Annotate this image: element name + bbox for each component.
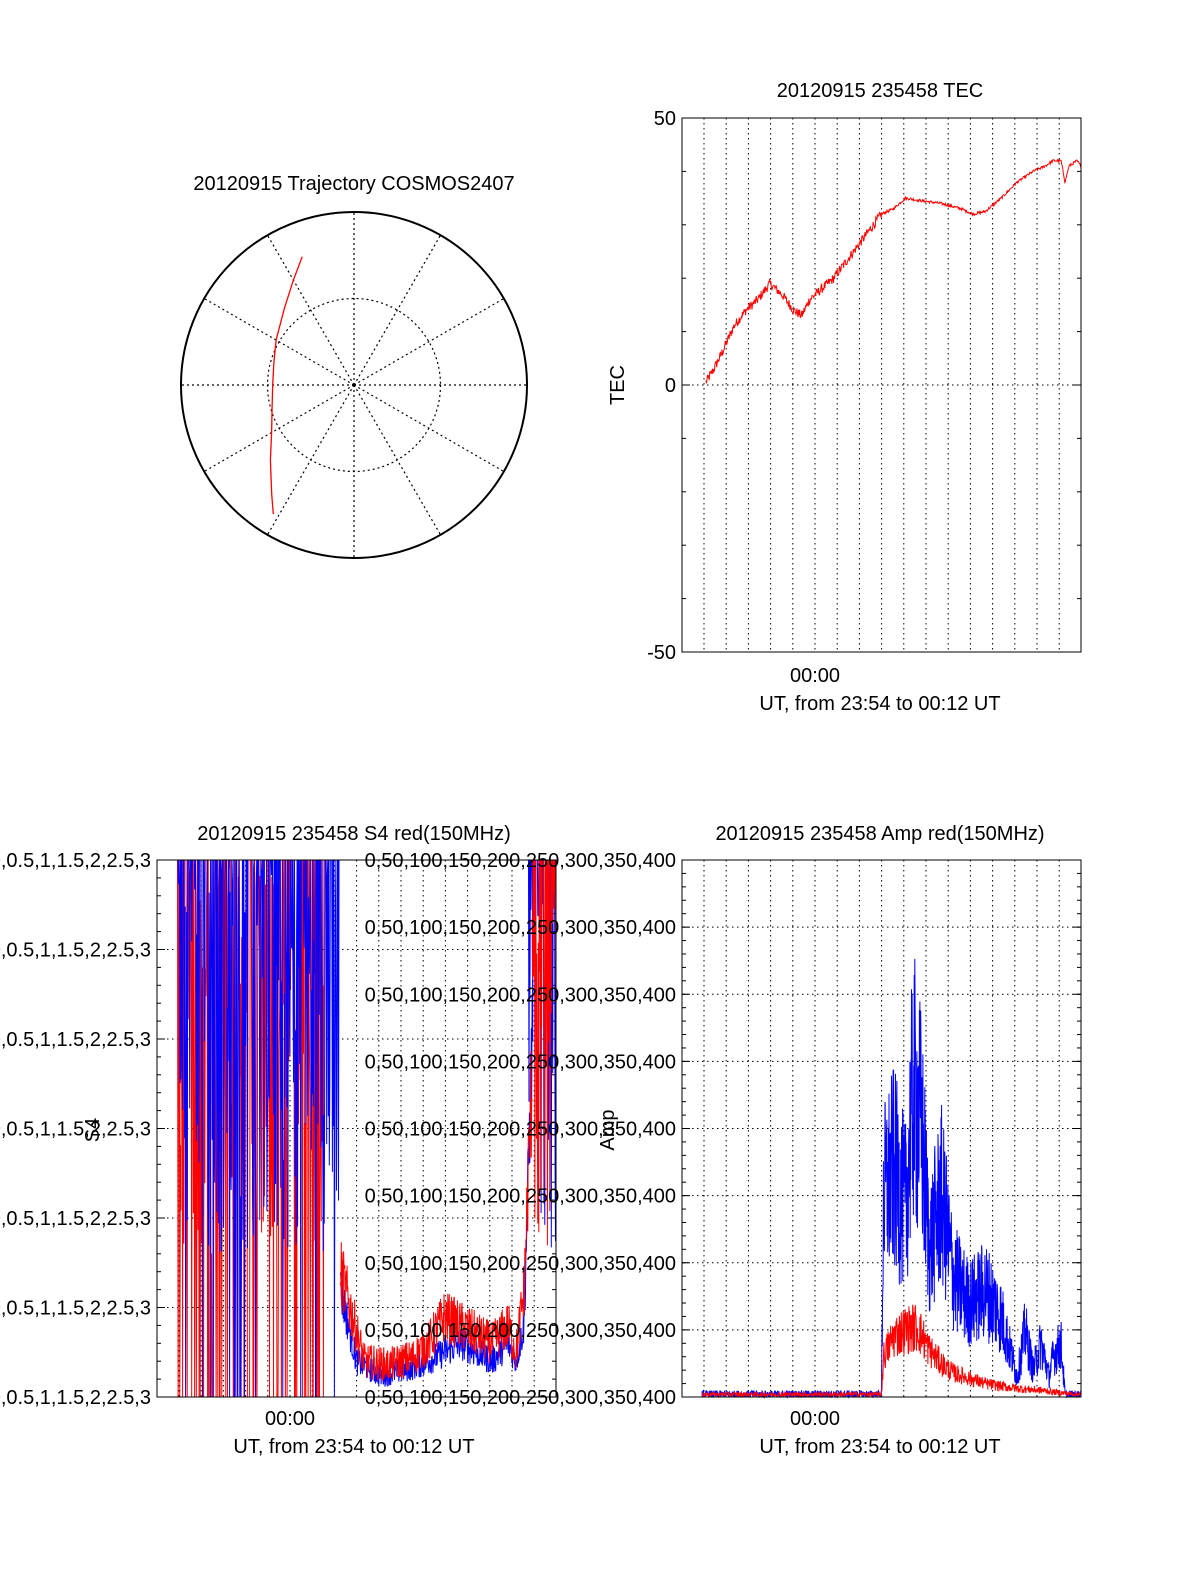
amp-y-tick-label: 0,50,100,150,200,250,300,350,400 — [365, 1387, 676, 1409]
amp-y-tick-label: 0,50,100,150,200,250,300,350,400 — [365, 1119, 676, 1141]
tec-y-axis-label: TEC — [607, 365, 629, 405]
polar-grid — [181, 212, 527, 558]
s4-x-tick-label: 00:00 — [265, 1408, 315, 1430]
s4-y-tick-label: 0,0.5,1,1.5,2,2.5,3 — [0, 1119, 151, 1141]
amp-x-tick-label: 00:00 — [790, 1408, 840, 1430]
trajectory-title: 20120915 Trajectory COSMOS2407 — [193, 173, 514, 195]
amp-blue-line — [701, 958, 1082, 1399]
tec-plot: 20120915 235458 TEC -50 0 50 00:00 UT, fro… — [607, 80, 1082, 715]
trajectory-line — [269, 256, 303, 515]
tec-y-tick-label: 50 — [654, 108, 676, 130]
tec-y-tick-labels: -50 0 50 — [647, 108, 676, 664]
amp-y-tick-label: 0,50,100,150,200,250,300,350,400 — [365, 1253, 676, 1275]
s4-frame — [156, 859, 557, 1398]
amp-plot: 20120915 235458 Amp red(150MHz) 0,50,100… — [365, 823, 1082, 1458]
polar-outer-ring — [180, 211, 528, 559]
amp-y-tick-label: 0,50,100,150,200,250,300,350,400 — [365, 984, 676, 1006]
s4-y-tick-labels: 0,0.5,1,1.5,2,2.5,3 0,0.5,1,1.5,2,2.5,3 0,… — [0, 850, 151, 1409]
amp-y-tick-label: 0,50,100,150,200,250,300,350,400 — [365, 850, 676, 872]
amp-y-tick-label: 0,50,100,150,200,250,300,350,400 — [365, 1320, 676, 1342]
trajectory-polar-plot: 20120915 Trajectory COSMOS2407 — [180, 173, 528, 559]
polar-ring-50 — [266, 297, 442, 473]
amp-red-line — [701, 1304, 1082, 1399]
amp-series — [701, 958, 1082, 1399]
tec-frame — [681, 117, 1082, 653]
s4-y-tick-label: 0,0.5,1,1.5,2,2.5,3 — [0, 1387, 151, 1409]
amp-y-tick-label: 0,50,100,150,200,250,300,350,400 — [365, 917, 676, 939]
s4-y-tick-label: 0,0.5,1,1.5,2,2.5,3 — [0, 940, 151, 962]
tec-x-tick-label: 00:00 — [790, 665, 840, 687]
polar-spoke-30 — [353, 234, 442, 386]
tec-title: 20120915 235458 TEC — [777, 80, 983, 102]
amp-y-tick-label: 0,50,100,150,200,250,300,350,400 — [365, 1051, 676, 1073]
amp-title: 20120915 235458 Amp red(150MHz) — [715, 823, 1044, 845]
tec-y-tick-label: -50 — [647, 642, 676, 664]
tec-grid — [682, 117, 1081, 653]
tec-series — [705, 158, 1082, 384]
s4-y-tick-label: 0,0.5,1,1.5,2,2.5,3 — [0, 1029, 151, 1051]
amp-x-axis-label: UT, from 23:54 to 00:12 UT — [759, 1436, 1000, 1458]
s4-red-line — [340, 1050, 533, 1382]
polar-spoke-60 — [353, 297, 505, 386]
tec-y-tick-label: 0 — [665, 375, 676, 397]
s4-y-tick-label: 0,0.5,1,1.5,2,2.5,3 — [0, 850, 151, 872]
tec-line — [705, 158, 1082, 384]
s4-y-tick-label: 0,0.5,1,1.5,2,2.5,3 — [0, 1208, 151, 1230]
s4-plot: 20120915 235458 S4 red(150MHz) 0,0.5,1,1… — [0, 823, 557, 1458]
amp-y-tick-labels: 0,50,100,150,200,250,300,350,400 0,50,100… — [365, 850, 676, 1409]
amp-frame — [681, 859, 1082, 1398]
s4-x-axis-label: UT, from 23:54 to 00:12 UT — [233, 1436, 474, 1458]
polar-series — [269, 256, 303, 515]
amp-y-axis-label: Amp — [597, 1109, 619, 1150]
s4-title: 20120915 235458 S4 red(150MHz) — [197, 823, 511, 845]
s4-y-axis-label: S4 — [82, 1118, 104, 1142]
tec-x-axis-label: UT, from 23:54 to 00:12 UT — [759, 693, 1000, 715]
amp-y-tick-label: 0,50,100,150,200,250,300,350,400 — [365, 1186, 676, 1208]
amp-grid — [682, 859, 1081, 1398]
s4-y-tick-label: 0,0.5,1,1.5,2,2.5,3 — [0, 1298, 151, 1320]
